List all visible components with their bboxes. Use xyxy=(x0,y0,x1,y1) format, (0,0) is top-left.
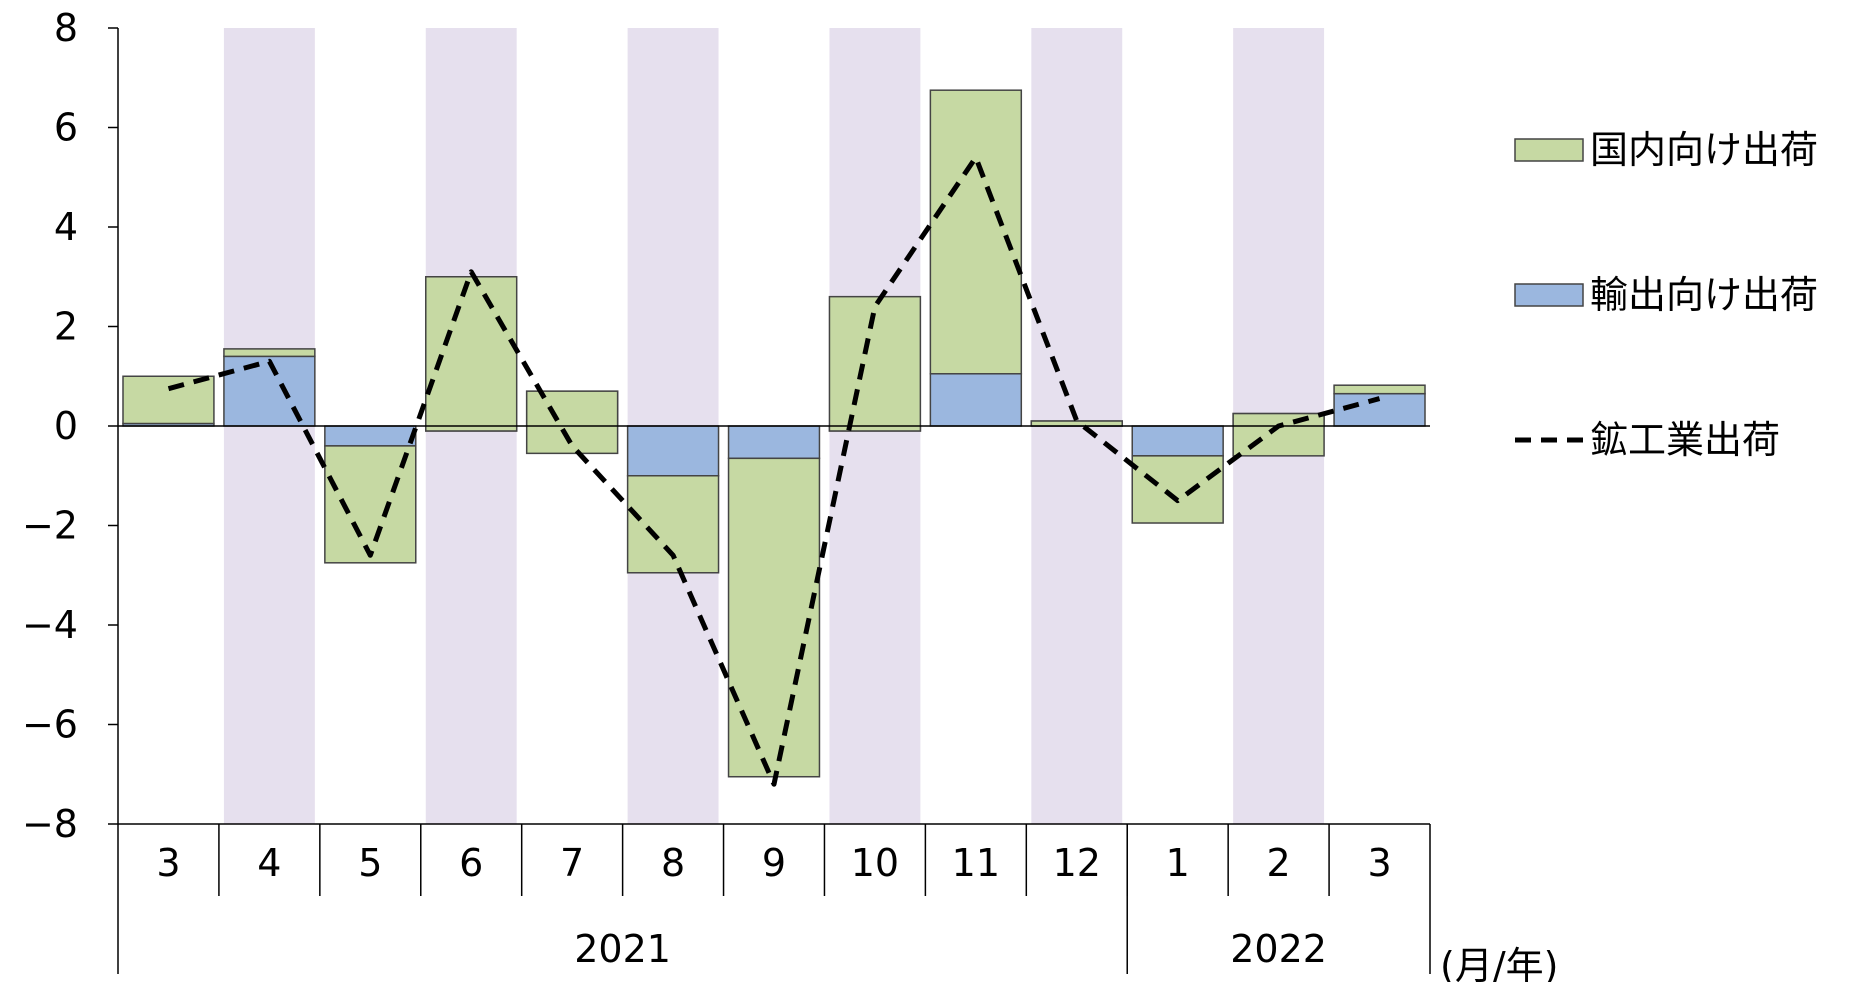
bar-domestic xyxy=(425,276,518,432)
x-tick-label: 5 xyxy=(358,841,382,885)
x-tick-label: 7 xyxy=(560,841,584,885)
y-tick-label: 2 xyxy=(54,305,78,349)
bar-export xyxy=(1333,392,1426,427)
x-tick-label: 4 xyxy=(257,841,281,885)
axes-layer xyxy=(108,27,1431,974)
x-tick-label: 6 xyxy=(459,841,483,885)
x-tick-label: 8 xyxy=(661,841,685,885)
bar-domestic xyxy=(1232,412,1325,457)
x-tick-label: 3 xyxy=(1367,841,1391,885)
x-tick-label: 10 xyxy=(851,841,899,885)
y-tick-label: 6 xyxy=(54,106,78,150)
bar-export xyxy=(1131,425,1224,457)
unit-label: (月/年) xyxy=(1440,944,1558,982)
bars-layer xyxy=(122,89,1426,778)
x-tick-label: 2 xyxy=(1267,841,1291,885)
y-tick-label: −4 xyxy=(22,603,78,647)
bar-export xyxy=(223,355,316,427)
bar-domestic xyxy=(626,475,720,574)
y-tick-label: −6 xyxy=(22,703,78,747)
bar-export xyxy=(727,425,821,460)
x-tick-label: 3 xyxy=(156,841,180,885)
legend-label: 国内向け出荷 xyxy=(1590,128,1818,172)
y-tick-label: 8 xyxy=(54,6,78,50)
bar-domestic xyxy=(525,390,619,455)
legend-label: 輸出向け出荷 xyxy=(1590,273,1818,317)
line-series-shipments xyxy=(167,154,1381,787)
bar-domestic xyxy=(122,375,215,425)
y-tick-label: 4 xyxy=(54,205,78,249)
year-label: 2021 xyxy=(574,927,671,971)
bar-domestic xyxy=(1131,455,1224,524)
bar-domestic xyxy=(929,89,1023,375)
legend-swatch xyxy=(1514,138,1584,162)
legend-label: 鉱工業出荷 xyxy=(1590,418,1780,462)
bar-domestic xyxy=(727,457,821,778)
bar-export xyxy=(626,425,720,477)
bar-domestic xyxy=(1333,384,1426,395)
y-tick-label: 0 xyxy=(54,404,78,448)
line-layer xyxy=(167,154,1381,787)
bar-export xyxy=(929,373,1023,427)
bar-export xyxy=(324,425,417,447)
y-tick-label: −8 xyxy=(22,802,78,846)
x-tick-label: 12 xyxy=(1053,841,1101,885)
bar-domestic xyxy=(828,295,922,432)
x-tick-label: 11 xyxy=(952,841,1000,885)
x-tick-label: 1 xyxy=(1166,841,1190,885)
bar-domestic xyxy=(223,348,316,358)
y-tick-label: −2 xyxy=(22,504,78,548)
legend-swatch xyxy=(1514,283,1584,307)
x-tick-label: 9 xyxy=(762,841,786,885)
year-label: 2022 xyxy=(1230,927,1327,971)
